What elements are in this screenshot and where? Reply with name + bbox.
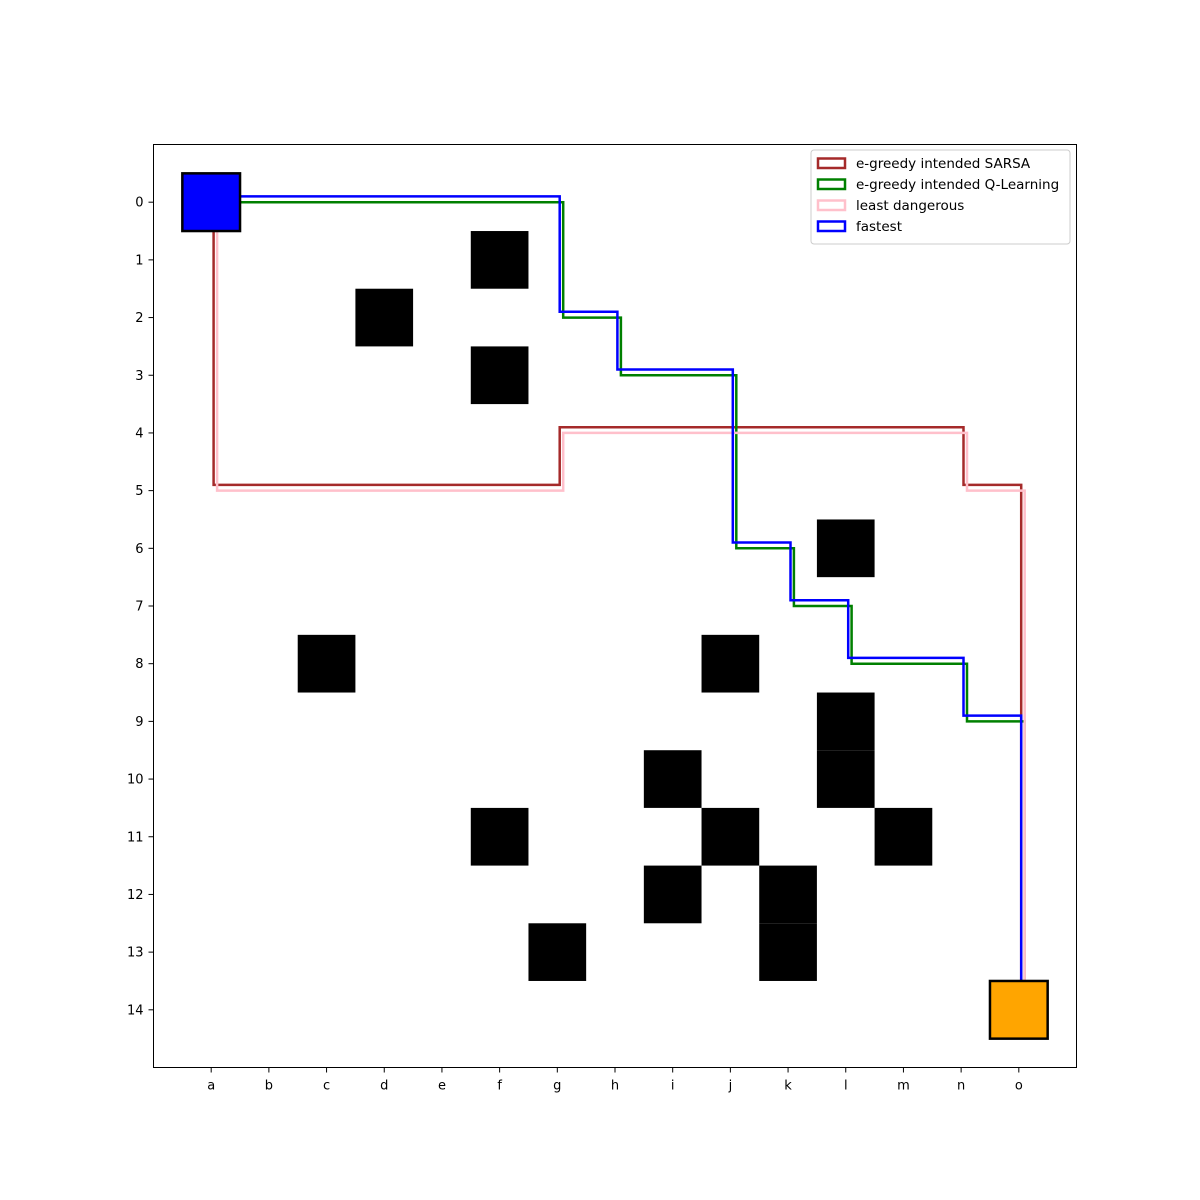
- obstacle-cell: [470, 346, 529, 405]
- obstacle-cell: [816, 750, 875, 808]
- start-cell: [181, 172, 242, 233]
- y-tick-label: 8: [135, 657, 143, 672]
- y-tick-label: 4: [135, 426, 143, 441]
- x-tick-label: e: [438, 1079, 446, 1094]
- x-tick-label: d: [380, 1079, 388, 1094]
- obstacle-cell: [643, 865, 702, 924]
- x-tick-label: i: [671, 1079, 675, 1094]
- x-tick-label: o: [1015, 1079, 1023, 1094]
- legend-label: fastest: [856, 219, 902, 235]
- y-tick-label: 9: [135, 715, 143, 730]
- obstacle-cell: [874, 807, 933, 866]
- x-tick-label: a: [207, 1079, 215, 1094]
- legend-label: e-greedy intended SARSA: [856, 156, 1031, 172]
- obstacle-cell: [297, 634, 356, 693]
- x-tick-label: n: [957, 1079, 965, 1094]
- obstacle-cell: [528, 923, 587, 981]
- plot-area: [181, 172, 1049, 1040]
- y-tick-label: 1: [135, 253, 143, 268]
- y-tick-label: 3: [135, 369, 143, 384]
- y-tick-label: 10: [127, 773, 144, 788]
- x-axis: a b c d e f g h i j k l m n o: [207, 1067, 1023, 1094]
- y-tick-label: 11: [127, 830, 144, 845]
- obstacle-cell: [470, 231, 529, 289]
- y-tick-label: 5: [135, 484, 143, 499]
- obstacle-cell: [701, 807, 760, 866]
- obstacle-cell: [470, 807, 529, 866]
- x-tick-label: f: [497, 1079, 502, 1094]
- y-tick-label: 12: [127, 888, 144, 903]
- legend-swatch: [816, 220, 847, 233]
- x-tick-label: b: [265, 1079, 273, 1094]
- y-tick-label: 2: [135, 311, 143, 326]
- path-line-least-dangerous: [215, 202, 1026, 1010]
- legend-label: least dangerous: [856, 198, 964, 214]
- legend: e-greedy intended SARSA e-greedy intended…: [810, 149, 1071, 245]
- x-tick-label: k: [784, 1079, 792, 1094]
- x-tick-label: h: [611, 1079, 619, 1094]
- y-tick-label: 14: [127, 1003, 144, 1018]
- y-tick-label: 7: [135, 600, 143, 615]
- x-tick-label: c: [323, 1079, 330, 1094]
- x-tick-label: l: [844, 1079, 848, 1094]
- legend-label: e-greedy intended Q-Learning: [856, 177, 1059, 193]
- legend-swatch: [816, 178, 847, 191]
- x-tick-label: m: [897, 1079, 910, 1094]
- legend-box: [810, 149, 1071, 245]
- x-tick-label: g: [553, 1079, 561, 1094]
- path-line-fastest: [213, 195, 1023, 1004]
- obstacle-cell: [701, 634, 760, 693]
- y-tick-label: 0: [135, 196, 143, 211]
- y-tick-label: 6: [135, 542, 143, 557]
- path-line-e-greedy-intended-sarsa: [212, 196, 1023, 1004]
- obstacle-cell: [355, 288, 414, 347]
- goal-cell: [988, 979, 1049, 1040]
- legend-swatch: [816, 157, 847, 170]
- obstacle-cell: [759, 865, 817, 924]
- path-line-e-greedy-intended-q-learning: [217, 200, 1026, 1010]
- y-tick-label: 13: [127, 946, 144, 961]
- plot-frame: [153, 144, 1077, 1068]
- obstacle-cell: [816, 692, 875, 751]
- legend-swatch: [816, 199, 847, 212]
- x-tick-label: j: [728, 1079, 733, 1094]
- obstacle-cell: [816, 519, 875, 578]
- obstacle-cell: [759, 923, 817, 981]
- obstacle-cell: [643, 750, 702, 808]
